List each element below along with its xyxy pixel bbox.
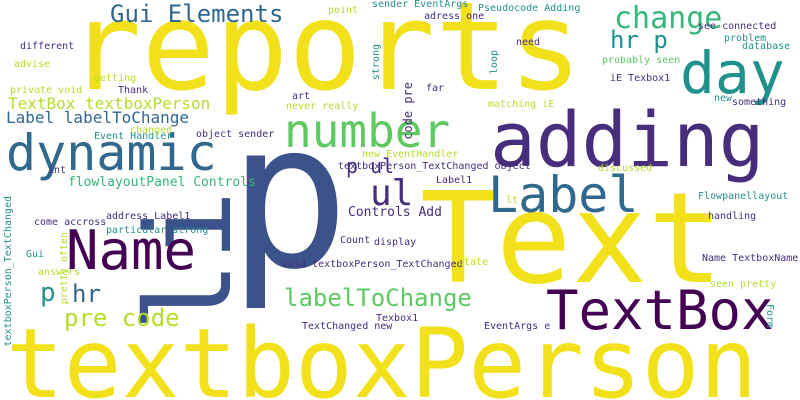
word-particular-strong: particular strong bbox=[106, 225, 209, 236]
word-textbox-textboxperson: TextBox textboxPerson bbox=[8, 94, 211, 113]
word-form: Form bbox=[764, 304, 775, 329]
word-thank: Thank bbox=[118, 85, 149, 96]
word-database: database bbox=[742, 41, 791, 52]
word-textchanged-new: TextChanged new bbox=[302, 321, 393, 332]
word-code-pre: code pre bbox=[401, 82, 415, 140]
word-name: Name bbox=[66, 219, 197, 282]
word-sender-eventargs: sender EventArgs bbox=[372, 0, 469, 10]
word-textboxperson-textchanged-object: textboxPerson_TextChanged object bbox=[338, 161, 531, 172]
word-void-textboxperson-textchanged: void textboxPerson_TextChanged bbox=[282, 259, 463, 270]
word-pseudocode-adding: Pseudocode Adding bbox=[478, 3, 581, 14]
word-textboxperson-textchanged: textboxPerson_TextChanged bbox=[3, 196, 14, 347]
word-seen-pretty: seen pretty bbox=[710, 279, 777, 290]
word-answers: answers bbox=[38, 267, 81, 278]
word-never-really: never really bbox=[286, 101, 359, 112]
word-adress-one: adress one bbox=[424, 11, 485, 22]
word-point: point bbox=[328, 5, 359, 16]
word-probably-seen: probably seen bbox=[602, 55, 681, 66]
word-gui: Gui bbox=[26, 249, 45, 260]
word-adding: adding bbox=[490, 95, 765, 184]
word-address-label1: address Label1 bbox=[106, 211, 191, 222]
word-come-accross: come accross bbox=[34, 217, 107, 228]
word-count: Count bbox=[340, 235, 371, 246]
word-dynamic: dynamic bbox=[6, 124, 217, 182]
word-state: state bbox=[458, 257, 489, 268]
word-texbox1: Texbox1 bbox=[376, 313, 419, 324]
word-p-large: p bbox=[228, 78, 350, 314]
word-problem: problem bbox=[724, 33, 767, 44]
word-flowpanellayout: Flowpanellayout bbox=[698, 191, 789, 202]
word-getting: getting bbox=[94, 73, 137, 84]
word-textbox: TextBox bbox=[546, 279, 774, 342]
word-label-labeltochange: Label labelToChange bbox=[6, 108, 190, 127]
word-new-eventhandler: new EventHandler bbox=[362, 149, 459, 160]
word-lt: lt bbox=[506, 195, 519, 206]
word-need: need bbox=[516, 37, 541, 48]
word-text: Text bbox=[420, 165, 724, 312]
word-label: Label bbox=[488, 166, 639, 224]
word-object-sender: object sender bbox=[196, 129, 275, 140]
word-hr: hr bbox=[72, 280, 101, 308]
word-name-textboxname: Name TextboxName bbox=[702, 253, 799, 264]
word-int: int bbox=[48, 165, 67, 176]
word-labeltochange: labelToChange bbox=[284, 284, 472, 312]
word-ie-texbox1: iE Texbox1 bbox=[610, 73, 671, 84]
word-change: change bbox=[614, 1, 723, 36]
word-strong: strong bbox=[371, 44, 382, 81]
word-eventargs-e: EventArgs e bbox=[484, 321, 551, 332]
word-pre-code: pre code bbox=[64, 304, 180, 332]
word-p-ul: p ul bbox=[346, 154, 395, 178]
word-ul: ul bbox=[370, 173, 414, 214]
word-p-small: p bbox=[40, 278, 56, 308]
word-handling: handling bbox=[708, 211, 757, 222]
word-different: different bbox=[20, 41, 75, 52]
word-something: something bbox=[732, 97, 787, 108]
word-number: number bbox=[284, 104, 451, 158]
word-hr-p: hr p bbox=[610, 26, 668, 54]
word-controls-add: Controls Add bbox=[348, 205, 442, 220]
word-matching-ie: matching iE bbox=[488, 99, 555, 110]
word-label1: Label1 bbox=[436, 175, 473, 186]
word-day: day bbox=[680, 39, 785, 107]
word-flowlayoutpanel-controls: flowlayoutPanel Controls bbox=[68, 175, 256, 190]
word-gui-elements: Gui Elements bbox=[110, 0, 284, 28]
word-discussed: discussed bbox=[598, 163, 653, 174]
word-far: far bbox=[426, 83, 445, 94]
word-reports: reports bbox=[68, 0, 583, 118]
word-see-connected: see connected bbox=[698, 21, 777, 32]
word-textboxperson: textboxPerson bbox=[6, 308, 758, 400]
word-loop: loop bbox=[489, 50, 500, 75]
word-display: display bbox=[374, 237, 417, 248]
word-advise: advise bbox=[14, 59, 51, 70]
word-art: art bbox=[292, 91, 311, 102]
word-private-void: private void bbox=[10, 85, 83, 96]
word-changed: changed bbox=[130, 125, 173, 136]
word-event-handler: Event Handler bbox=[94, 131, 173, 142]
word-new-right: new bbox=[714, 93, 733, 104]
